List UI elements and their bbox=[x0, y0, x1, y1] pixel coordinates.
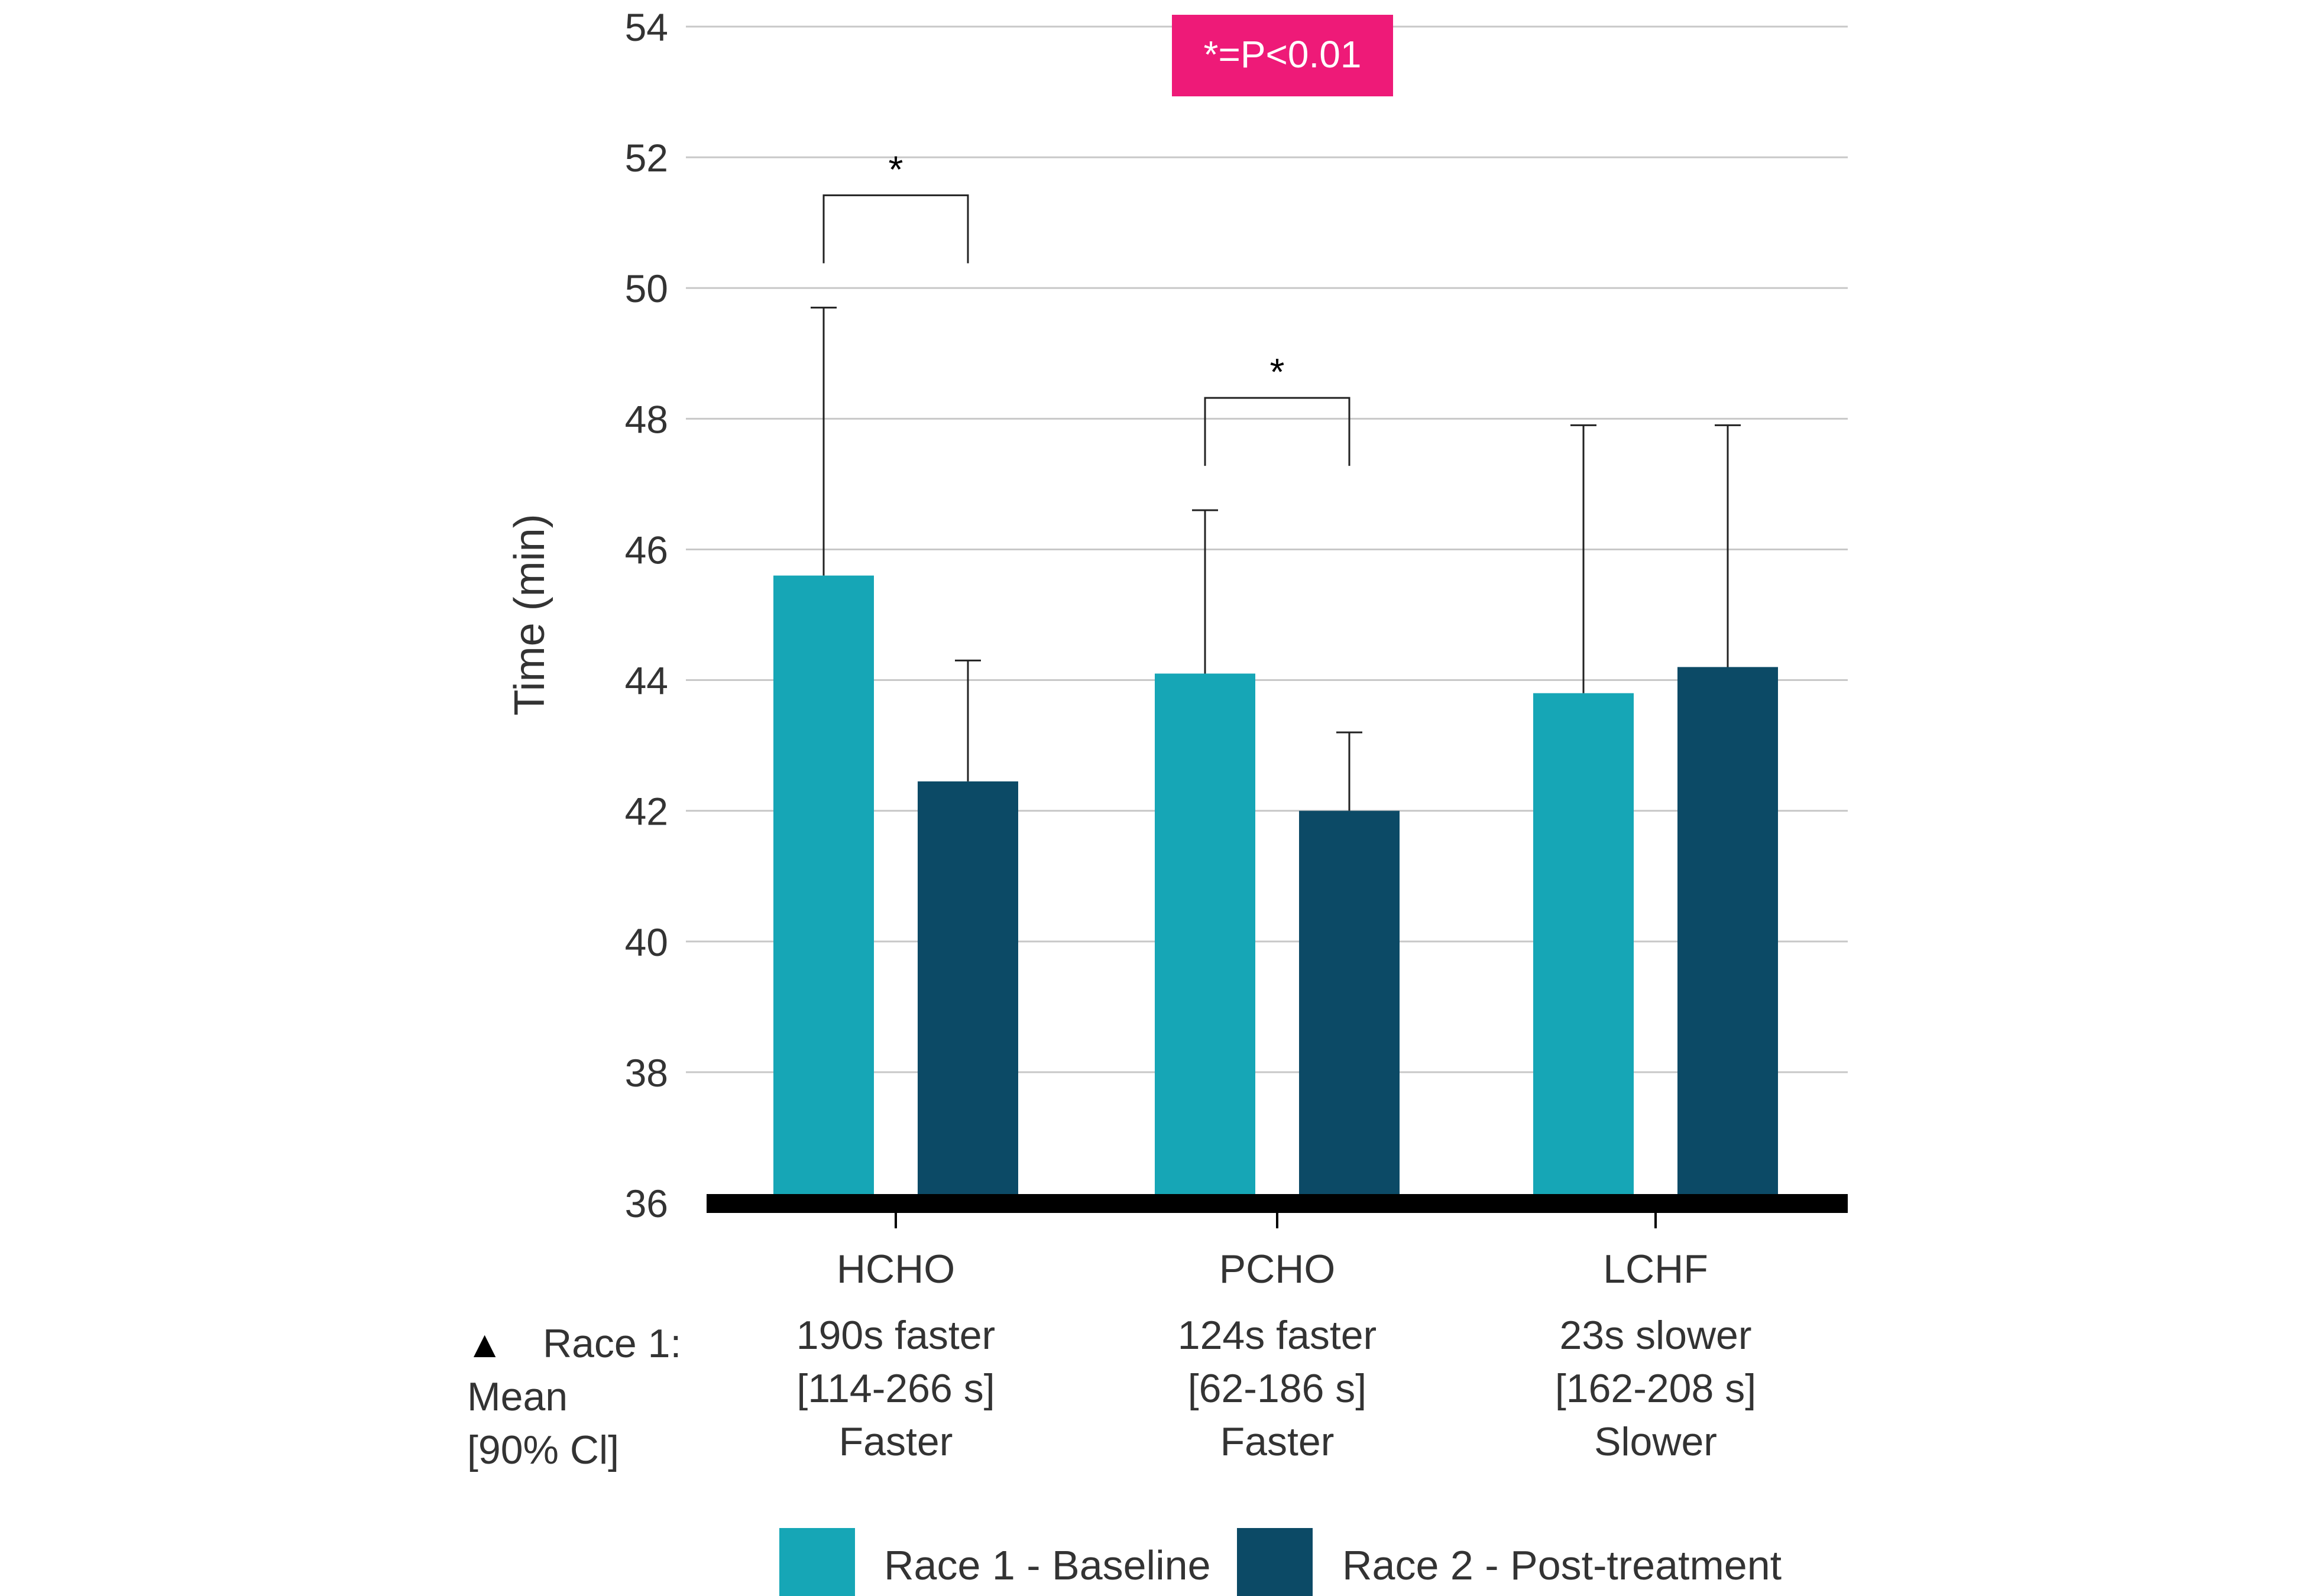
bars bbox=[773, 575, 1778, 1203]
p-value-badge-background bbox=[1172, 15, 1393, 96]
bar-race1-pcho bbox=[1155, 673, 1255, 1203]
y-tick-label: 38 bbox=[625, 1051, 668, 1095]
category-note-line: [162-208 s] bbox=[1555, 1366, 1756, 1411]
x-axis-categories: HCHO 190s faster [114-266 s] Faster PCHO 124s… bbox=[796, 1213, 1756, 1464]
category-note-line: [62-186 s] bbox=[1188, 1366, 1366, 1411]
bar-race2-pcho bbox=[1299, 810, 1400, 1203]
y-tick-label: 50 bbox=[625, 267, 668, 310]
bar-race1-hcho bbox=[773, 575, 874, 1203]
p-value-badge: *=P<0.01 bbox=[1172, 15, 1393, 96]
y-tick-label: 48 bbox=[625, 397, 668, 441]
y-tick-label: 40 bbox=[625, 920, 668, 964]
category-note-line: Faster bbox=[1220, 1419, 1335, 1464]
category-note-line: 190s faster bbox=[796, 1313, 995, 1358]
significance-asterisk: * bbox=[889, 148, 903, 190]
legend: Race 1 - Baseline Race 2 - Post-treatmen… bbox=[779, 1528, 1782, 1596]
y-tick-label: 42 bbox=[625, 790, 668, 833]
category-note-line: Slower bbox=[1594, 1419, 1717, 1464]
category-note-line: 23s slower bbox=[1559, 1313, 1751, 1358]
legend-label-race1: Race 1 - Baseline bbox=[884, 1542, 1211, 1588]
y-tick-label: 54 bbox=[625, 5, 668, 49]
significance-brackets: ** bbox=[822, 148, 1350, 466]
legend-swatch-race1 bbox=[779, 1528, 855, 1596]
notes-key-line2: Mean bbox=[467, 1374, 568, 1419]
x-category-label: PCHO bbox=[1219, 1247, 1335, 1292]
category-note-line: [114-266 s] bbox=[796, 1366, 995, 1411]
notes-key-line1: Race 1: bbox=[543, 1321, 681, 1366]
notes-key-line3: [90% Cl] bbox=[467, 1428, 619, 1472]
legend-swatch-race2 bbox=[1237, 1528, 1313, 1596]
notes-key: ▲ Race 1: Mean [90% Cl] bbox=[466, 1321, 681, 1472]
significance-asterisk: * bbox=[1270, 351, 1285, 393]
x-category-label: LCHF bbox=[1603, 1247, 1708, 1292]
p-value-note: *=P<0.01 bbox=[1204, 33, 1362, 76]
bar-race2-hcho bbox=[918, 781, 1018, 1203]
bar-race1-lchf bbox=[1533, 693, 1634, 1203]
significance-bracket bbox=[1204, 397, 1350, 466]
triangle-marker-icon: ▲ bbox=[466, 1323, 503, 1365]
y-tick-label: 46 bbox=[625, 528, 668, 572]
y-axis-label: Time (min) bbox=[506, 514, 553, 715]
legend-label-race2: Race 2 - Post-treatment bbox=[1342, 1542, 1782, 1588]
y-tick-label: 44 bbox=[625, 659, 668, 703]
error-bars bbox=[811, 306, 1741, 811]
significance-bracket bbox=[822, 194, 969, 264]
y-axis-ticks: 36 38 40 42 44 46 48 50 52 54 bbox=[625, 5, 668, 1225]
y-tick-label: 52 bbox=[625, 136, 668, 180]
category-note-line: Faster bbox=[839, 1419, 953, 1464]
y-tick-label: 36 bbox=[625, 1182, 668, 1225]
x-axis-baseline bbox=[707, 1194, 1848, 1213]
category-note-line: 124s faster bbox=[1178, 1313, 1377, 1358]
x-category-label: HCHO bbox=[837, 1247, 955, 1292]
bar-race2-lchf bbox=[1677, 667, 1778, 1203]
